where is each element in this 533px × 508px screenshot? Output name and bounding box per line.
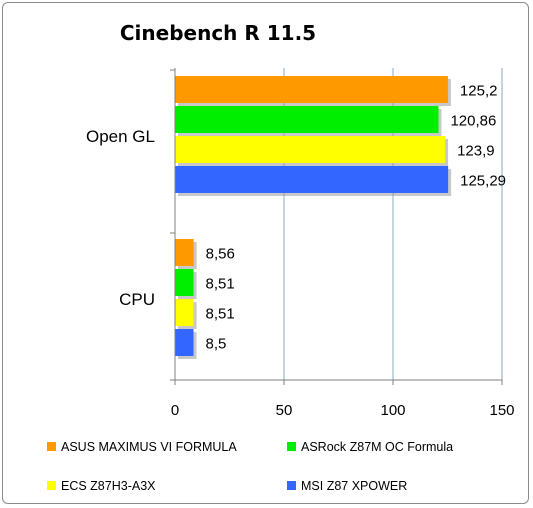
bars: [175, 76, 452, 359]
bar: [175, 136, 446, 163]
data-label: 123,9: [457, 143, 495, 160]
x-tick-label: 100: [380, 402, 405, 419]
data-label: 8,51: [206, 276, 235, 293]
legend-swatch: [287, 442, 296, 451]
legend-swatch: [47, 481, 56, 490]
data-label: 8,51: [206, 306, 235, 323]
bar: [175, 329, 194, 356]
data-label: 120,86: [450, 113, 496, 130]
bar: [175, 166, 449, 193]
category-label: CPU: [119, 290, 155, 309]
axes: 0 50 100 150 Open GL CPU: [86, 68, 515, 419]
x-tick-label: 50: [276, 402, 293, 419]
bar: [175, 299, 194, 326]
data-label: 8,56: [206, 246, 235, 263]
bar: [175, 106, 439, 133]
category-label: Open GL: [86, 127, 155, 146]
bar: [175, 76, 448, 103]
legend: ASUS MAXIMUS VI FORMULA ASRock Z87M OC Fo…: [47, 440, 453, 493]
legend-label: MSI Z87 XPOWER: [301, 479, 407, 493]
legend-label: ASRock Z87M OC Formula: [301, 440, 453, 454]
data-labels: 125,2 120,86 123,9 125,29 8,56 8,51 8,51 8,5: [206, 83, 506, 353]
x-tick-label: 150: [489, 402, 514, 419]
legend-label: ECS Z87H3-A3X: [61, 479, 156, 493]
data-label: 8,5: [206, 336, 227, 353]
legend-swatch: [287, 481, 296, 490]
bar: [175, 239, 194, 266]
data-label: 125,29: [460, 173, 506, 190]
legend-swatch: [47, 442, 56, 451]
bar: [175, 269, 194, 296]
data-label: 125,2: [460, 83, 498, 100]
x-tick-label: 0: [171, 402, 179, 419]
legend-label: ASUS MAXIMUS VI FORMULA: [61, 440, 237, 454]
chart-title: Cinebench R 11.5: [120, 21, 316, 45]
